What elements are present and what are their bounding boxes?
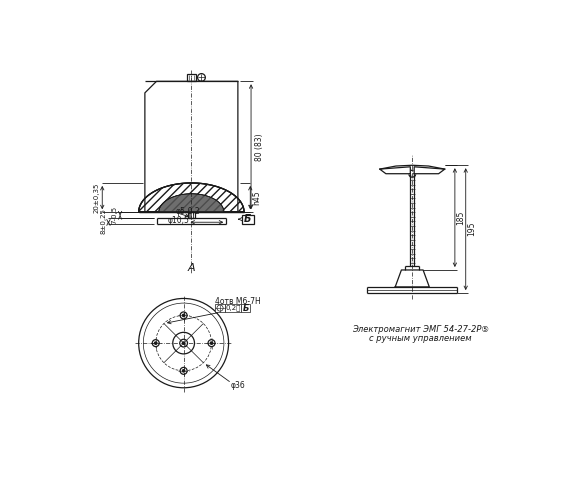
Text: 80 (83): 80 (83) bbox=[255, 133, 264, 160]
Circle shape bbox=[154, 342, 157, 344]
Polygon shape bbox=[139, 183, 244, 212]
Bar bbox=[187, 74, 196, 81]
Text: φ5-0,2: φ5-0,2 bbox=[176, 207, 201, 216]
Text: 185: 185 bbox=[457, 211, 466, 225]
Text: 4отв M6-7H: 4отв M6-7H bbox=[215, 297, 260, 306]
Text: Б: Б bbox=[245, 214, 251, 224]
Text: φ10,5: φ10,5 bbox=[168, 216, 190, 225]
Text: Электромагнит ЭМГ 54-27-2Р⑤: Электромагнит ЭМГ 54-27-2Р⑤ bbox=[352, 325, 488, 334]
Text: h45: h45 bbox=[252, 190, 261, 205]
Text: φ36: φ36 bbox=[230, 381, 245, 390]
Polygon shape bbox=[159, 194, 224, 212]
Text: 0,2Ⓜ: 0,2Ⓜ bbox=[226, 305, 241, 311]
Circle shape bbox=[152, 340, 159, 347]
Circle shape bbox=[180, 368, 187, 374]
Circle shape bbox=[180, 339, 188, 347]
Text: A: A bbox=[188, 262, 195, 273]
Bar bbox=[215, 304, 226, 312]
Circle shape bbox=[182, 314, 185, 317]
Text: с ручным управлением: с ручным управлением bbox=[369, 334, 471, 343]
Polygon shape bbox=[380, 167, 410, 174]
Text: Б: Б bbox=[242, 304, 249, 313]
Circle shape bbox=[182, 370, 185, 372]
Circle shape bbox=[182, 342, 185, 344]
Circle shape bbox=[210, 342, 213, 344]
Circle shape bbox=[409, 170, 416, 177]
Text: 195: 195 bbox=[467, 222, 477, 237]
Text: 7-0,5: 7-0,5 bbox=[112, 206, 117, 225]
Bar bbox=[226, 304, 241, 312]
Circle shape bbox=[208, 340, 215, 347]
Circle shape bbox=[180, 312, 187, 319]
Bar bbox=[242, 215, 254, 224]
Polygon shape bbox=[414, 167, 445, 174]
Text: 20±0,35: 20±0,35 bbox=[94, 182, 100, 213]
Text: 8±0,25: 8±0,25 bbox=[100, 208, 106, 234]
Bar bbox=[241, 304, 250, 312]
